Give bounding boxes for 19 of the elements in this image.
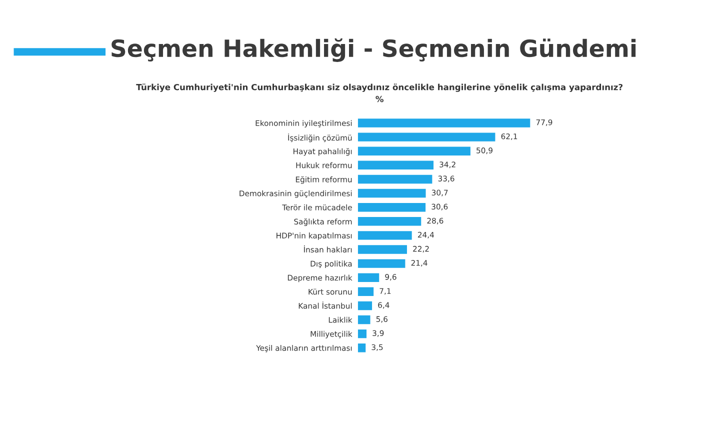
bar [358,146,470,156]
bar [358,217,422,226]
chart-title: Seçmen Hakemliği - Seçmenin Gündemi [112,38,636,62]
bar [358,118,530,128]
bar [358,245,407,254]
bar [358,132,496,142]
bar [358,174,432,184]
bar [358,315,370,324]
bar [358,301,372,310]
bar [358,188,426,198]
bar [358,231,412,240]
bar [358,273,380,282]
bar [358,329,367,338]
bar [358,287,374,296]
bar [358,344,366,352]
bar [358,202,426,212]
chart-subtitle: Türkiye Cumhuriyeti'nin Cumhurbaşkanı siz olsaydınız öncelikle hangilerine yönelik çalışma yapardınız? % [136,84,622,102]
bar [358,160,434,170]
bar [358,259,406,268]
